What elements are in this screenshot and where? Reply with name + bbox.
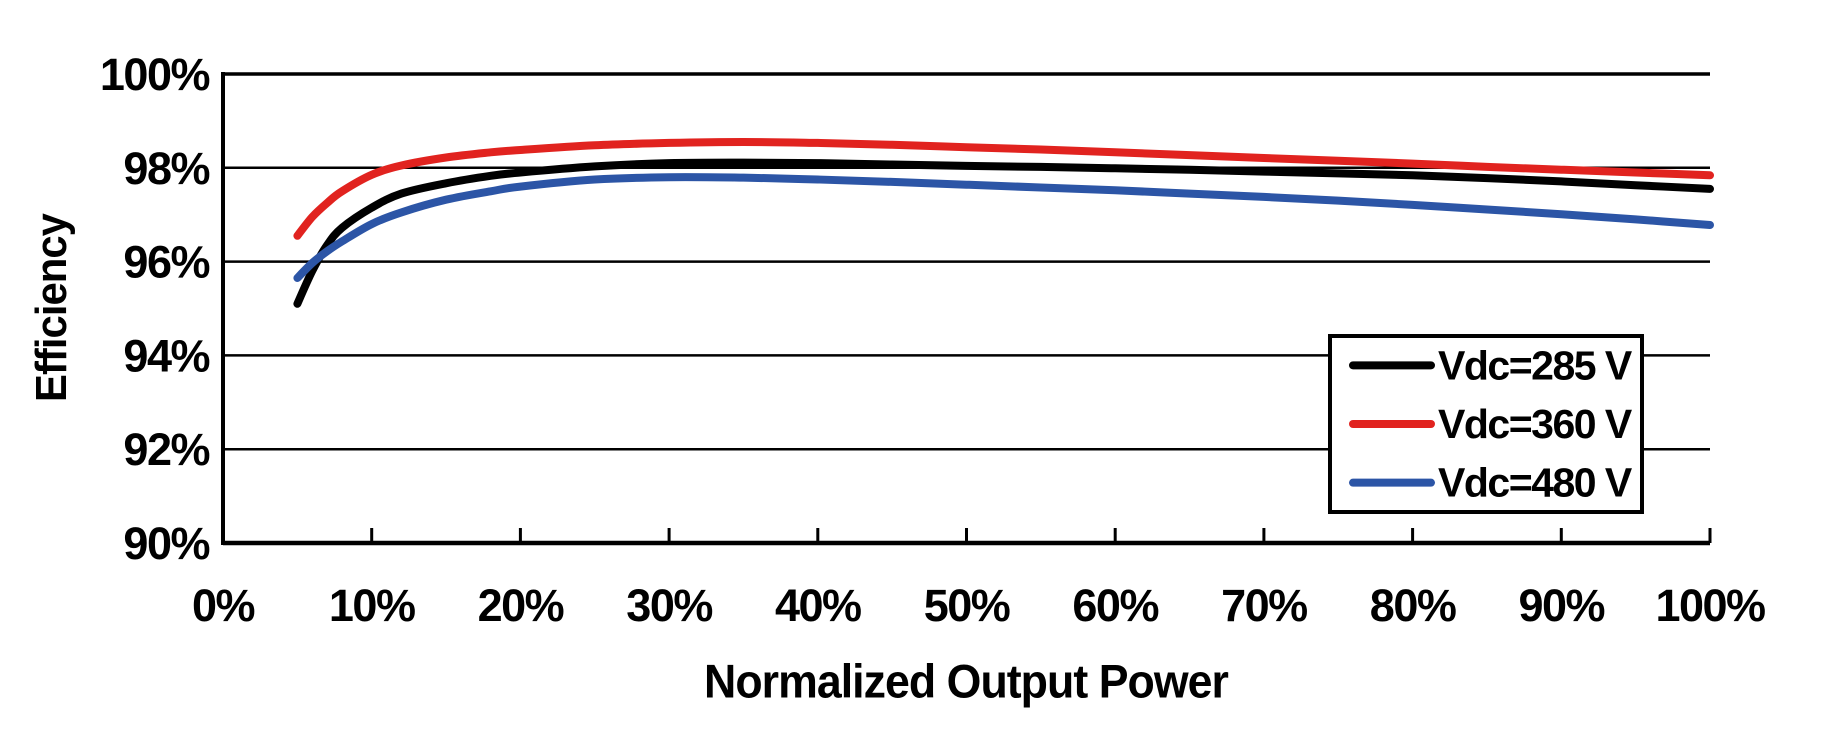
y-tick-label-100pct: 100% <box>100 49 210 100</box>
x-tick-label-60pct: 60% <box>1072 580 1158 631</box>
y-tick-label-98pct: 98% <box>123 143 209 194</box>
x-tick-label-70pct: 70% <box>1221 580 1307 631</box>
x-axis-title: Normalized Output Power <box>704 654 1229 708</box>
x-tick-label-90pct: 90% <box>1519 580 1605 631</box>
series-line-vdc-285-v <box>293 158 1714 308</box>
y-tick-label-94pct: 94% <box>123 330 209 381</box>
x-tick-label-100pct: 100% <box>1655 580 1765 631</box>
y-tick-label-92pct: 92% <box>123 424 209 475</box>
y-tick-label-90pct: 90% <box>123 518 209 569</box>
series-line-vdc-480-v <box>293 173 1714 282</box>
x-tick-label-40pct: 40% <box>775 580 861 631</box>
x-tick-label-80pct: 80% <box>1370 580 1456 631</box>
legend-label-vdc-285-v: Vdc=285 V <box>1438 342 1633 388</box>
y-tick-label-96pct: 96% <box>123 237 209 288</box>
x-tick-label-50pct: 50% <box>924 580 1010 631</box>
legend-label-vdc-480-v: Vdc=480 V <box>1438 460 1633 506</box>
x-tick-label-0pct: 0% <box>192 580 255 631</box>
x-tick-label-10pct: 10% <box>329 580 415 631</box>
x-tick-label-20pct: 20% <box>478 580 564 631</box>
x-tick-label-30pct: 30% <box>626 580 712 631</box>
series-line-vdc-360-v <box>293 138 1714 240</box>
legend-label-vdc-360-v: Vdc=360 V <box>1438 401 1633 447</box>
